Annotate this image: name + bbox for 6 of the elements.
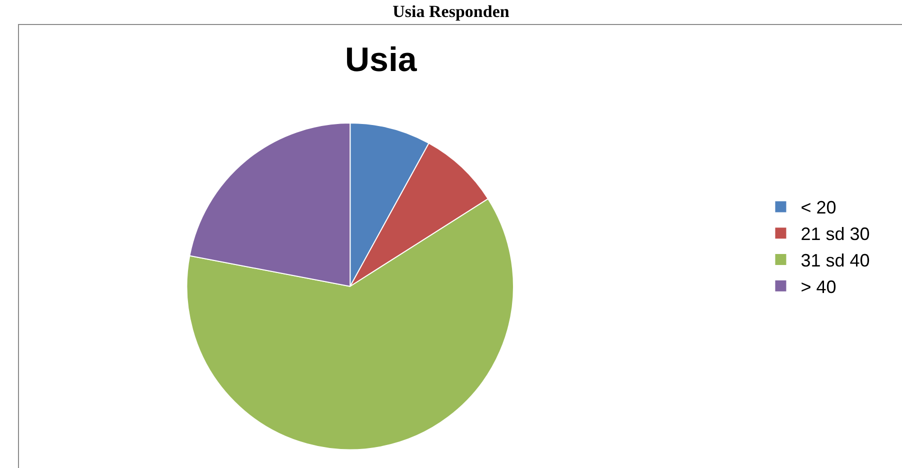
legend-label: < 20 — [800, 198, 836, 218]
legend-label: 31 sd 40 — [800, 250, 870, 271]
legend-label: 21 sd 30 — [800, 224, 870, 244]
chart-subtitle: Usia — [345, 41, 418, 79]
legend-label: > 40 — [800, 276, 836, 297]
chart-title: Usia Responden — [392, 2, 510, 22]
